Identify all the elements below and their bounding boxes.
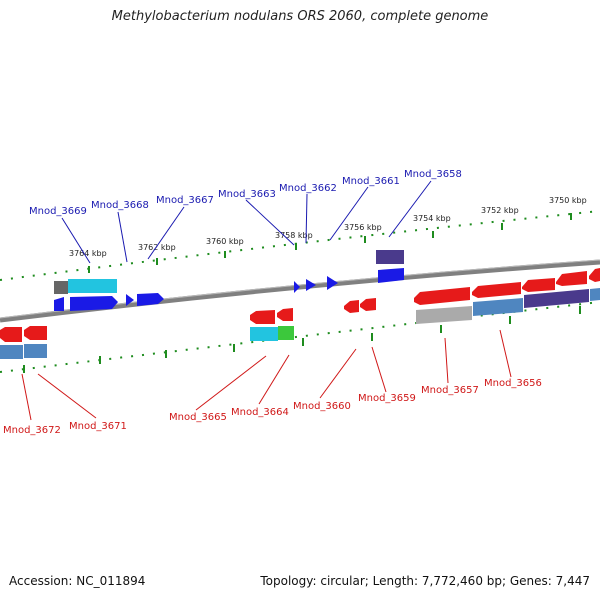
gene-mnod-3669[interactable]: [54, 297, 64, 311]
gene-mnod-3661[interactable]: [327, 276, 338, 290]
domain-block: [590, 288, 600, 301]
bottom-leader-lines: [21, 329, 512, 421]
gene-mnod-3667a[interactable]: [126, 294, 134, 306]
scale-label: 3752 kbp: [481, 206, 519, 215]
gene-label[interactable]: Mnod_3656: [484, 378, 542, 389]
scale-label: 3758 kbp: [275, 231, 313, 240]
gene-red-c[interactable]: [589, 268, 600, 282]
gene-mnod-3656[interactable]: [472, 282, 521, 298]
lower-major-ticks: [23, 306, 581, 373]
top-leader-lines: [61, 180, 432, 264]
gene-mnod-3671[interactable]: [24, 326, 47, 340]
gene-label[interactable]: Mnod_3657: [421, 385, 479, 396]
gene-red-b[interactable]: [556, 271, 587, 286]
domain-block: [376, 250, 404, 264]
gene-mnod-3667[interactable]: [137, 293, 164, 306]
map-title: Methylobacterium nodulans ORS 2060, comp…: [111, 9, 489, 24]
gene-label[interactable]: Mnod_3665: [169, 412, 227, 423]
domain-block: [416, 306, 472, 324]
scale-label: 3756 kbp: [344, 223, 382, 232]
gene-label[interactable]: Mnod_3659: [358, 393, 416, 404]
domain-block: [54, 281, 68, 294]
domain-block: [0, 345, 23, 359]
domain-block: [473, 298, 523, 316]
gene-mnod-3662[interactable]: [306, 279, 316, 291]
domain-block: [68, 279, 117, 293]
gene-label[interactable]: Mnod_3664: [231, 407, 289, 418]
gene-mnod-3658[interactable]: [378, 268, 404, 283]
gene-label[interactable]: Mnod_3661: [342, 176, 400, 187]
gene-label[interactable]: Mnod_3663: [218, 189, 276, 200]
gene-label[interactable]: Mnod_3668: [91, 200, 149, 211]
gene-label[interactable]: Mnod_3669: [29, 206, 87, 217]
reverse-genes: [0, 268, 600, 342]
gene-label[interactable]: Mnod_3667: [156, 195, 214, 206]
topology-text: Topology: circular; Length: 7,772,460 bp…: [260, 574, 590, 588]
gene-mnod-3657[interactable]: [414, 287, 470, 305]
domain-block: [524, 289, 589, 308]
gene-mnod-3664[interactable]: [277, 308, 293, 321]
scale-label: 3750 kbp: [549, 196, 587, 205]
gene-mnod-3659[interactable]: [360, 298, 376, 311]
domain-block: [278, 326, 294, 340]
gene-label[interactable]: Mnod_3672: [3, 425, 61, 436]
gene-label[interactable]: Mnod_3662: [279, 183, 337, 194]
gene-mnod-3665[interactable]: [250, 310, 275, 324]
scale-label: 3764 kbp: [69, 249, 107, 258]
gene-label[interactable]: Mnod_3658: [404, 169, 462, 180]
gene-mnod-3668[interactable]: [70, 296, 118, 311]
gene-label[interactable]: Mnod_3660: [293, 401, 351, 412]
accession-text: Accession: NC_011894: [9, 574, 146, 588]
gene-label[interactable]: Mnod_3671: [69, 421, 127, 432]
gene-mnod-3672[interactable]: [0, 327, 22, 342]
gene-mnod-3663[interactable]: [294, 281, 300, 293]
upper-major-ticks: [88, 213, 572, 273]
scale-label: 3762 kbp: [138, 243, 176, 252]
gene-red-a[interactable]: [522, 278, 555, 292]
scale-label: 3754 kbp: [413, 214, 451, 223]
scale-label: 3760 kbp: [206, 237, 244, 246]
gene-mnod-3660[interactable]: [344, 300, 359, 313]
domain-block: [250, 327, 278, 341]
domain-block: [24, 344, 47, 358]
forward-genes: [54, 268, 404, 311]
